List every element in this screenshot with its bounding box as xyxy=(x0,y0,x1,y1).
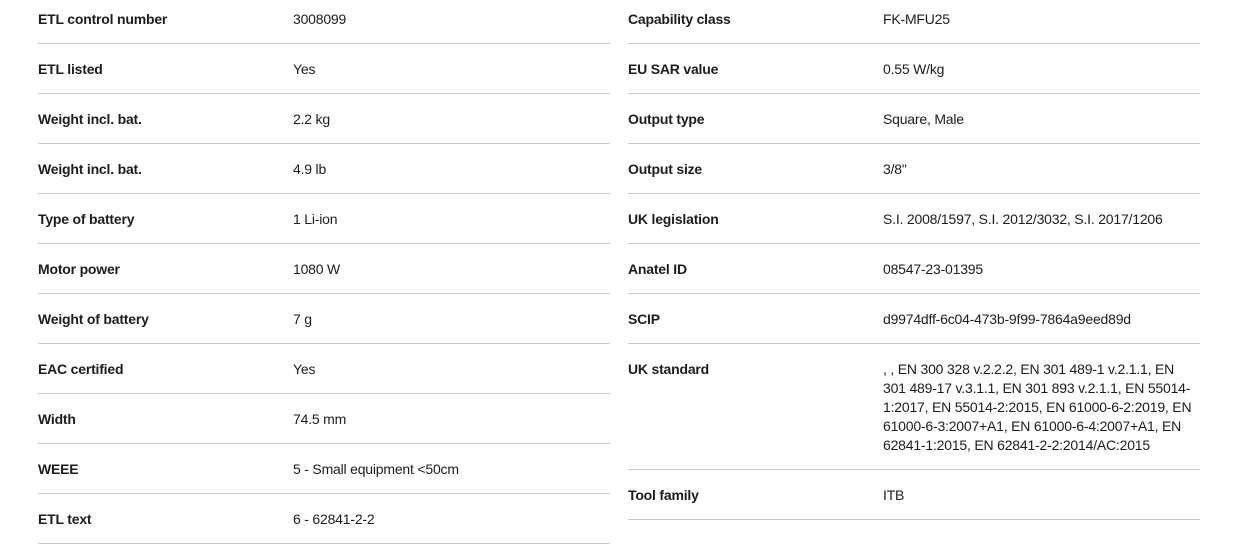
spec-table-right-column: Capability class FK-MFU25 EU SAR value 0… xyxy=(628,0,1200,520)
spec-value: 5 - Small equipment <50cm xyxy=(293,461,459,477)
spec-label: SCIP xyxy=(628,311,660,327)
spec-value: FK-MFU25 xyxy=(883,11,950,27)
spec-label: Type of battery xyxy=(38,211,135,227)
spec-value: 74.5 mm xyxy=(293,411,347,427)
spec-row-type-of-battery: Type of battery 1 Li-ion xyxy=(38,194,610,244)
spec-row-eac-certified: EAC certified Yes xyxy=(38,344,610,394)
spec-label: Weight of battery xyxy=(38,311,149,327)
spec-row-output-type: Output type Square, Male xyxy=(628,94,1200,144)
spec-label: Motor power xyxy=(38,261,120,277)
spec-value: 0.55 W/kg xyxy=(883,61,945,77)
spec-row-width: Width 74.5 mm xyxy=(38,394,610,444)
spec-row-etl-text: ETL text 6 - 62841-2-2 xyxy=(38,494,610,544)
spec-value: 3008099 xyxy=(293,11,347,27)
spec-row-tool-family: Tool family ITB xyxy=(628,470,1200,520)
spec-row-eu-sar-value: EU SAR value 0.55 W/kg xyxy=(628,44,1200,94)
spec-value: 6 - 62841-2-2 xyxy=(293,511,375,527)
spec-label: ETL listed xyxy=(38,61,103,77)
spec-table-left-column: ETL control number 3008099 ETL listed Ye… xyxy=(38,0,610,544)
spec-label: ETL control number xyxy=(38,11,168,27)
spec-value: Square, Male xyxy=(883,111,964,127)
spec-value: 3/8" xyxy=(883,161,907,177)
spec-value: ITB xyxy=(883,487,905,503)
spec-label: Output size xyxy=(628,161,703,177)
spec-value: Yes xyxy=(293,61,316,77)
spec-row-weee: WEEE 5 - Small equipment <50cm xyxy=(38,444,610,494)
spec-row-etl-listed: ETL listed Yes xyxy=(38,44,610,94)
spec-label: Output type xyxy=(628,111,705,127)
spec-value: 1080 W xyxy=(293,261,341,277)
spec-value: , , EN 300 328 v.2.2.2, EN 301 489-1 v.2… xyxy=(883,361,1192,453)
product-spec-table: ETL control number 3008099 ETL listed Ye… xyxy=(38,0,1200,544)
spec-label: EU SAR value xyxy=(628,61,719,77)
spec-row-uk-standard: UK standard , , EN 300 328 v.2.2.2, EN 3… xyxy=(628,344,1200,470)
spec-row-capability-class: Capability class FK-MFU25 xyxy=(628,0,1200,44)
spec-value: 7 g xyxy=(293,311,312,327)
spec-label: WEEE xyxy=(38,461,79,477)
spec-label: EAC certified xyxy=(38,361,124,377)
spec-row-uk-legislation: UK legislation S.I. 2008/1597, S.I. 2012… xyxy=(628,194,1200,244)
spec-value: 2.2 kg xyxy=(293,111,330,127)
spec-label: Anatel ID xyxy=(628,261,687,277)
spec-label: UK legislation xyxy=(628,211,719,227)
spec-row-anatel-id: Anatel ID 08547-23-01395 xyxy=(628,244,1200,294)
spec-value: Yes xyxy=(293,361,316,377)
spec-label: Tool family xyxy=(628,487,699,503)
spec-row-weight-incl-bat-lb: Weight incl. bat. 4.9 lb xyxy=(38,144,610,194)
spec-label: ETL text xyxy=(38,511,92,527)
spec-row-weight-of-battery: Weight of battery 7 g xyxy=(38,294,610,344)
spec-row-weight-incl-bat-kg: Weight incl. bat. 2.2 kg xyxy=(38,94,610,144)
spec-label: Capability class xyxy=(628,11,731,27)
spec-value: S.I. 2008/1597, S.I. 2012/3032, S.I. 201… xyxy=(883,211,1163,227)
spec-label: Weight incl. bat. xyxy=(38,111,142,127)
spec-value: 4.9 lb xyxy=(293,161,327,177)
spec-row-output-size: Output size 3/8" xyxy=(628,144,1200,194)
spec-row-motor-power: Motor power 1080 W xyxy=(38,244,610,294)
spec-label: Width xyxy=(38,411,76,427)
spec-value: d9974dff-6c04-473b-9f99-7864a9eed89d xyxy=(883,311,1131,327)
spec-row-etl-control-number: ETL control number 3008099 xyxy=(38,0,610,44)
spec-value: 1 Li-ion xyxy=(293,211,338,227)
spec-label: Weight incl. bat. xyxy=(38,161,142,177)
spec-row-scip: SCIP d9974dff-6c04-473b-9f99-7864a9eed89… xyxy=(628,294,1200,344)
spec-value: 08547-23-01395 xyxy=(883,261,983,277)
spec-label: UK standard xyxy=(628,361,710,377)
